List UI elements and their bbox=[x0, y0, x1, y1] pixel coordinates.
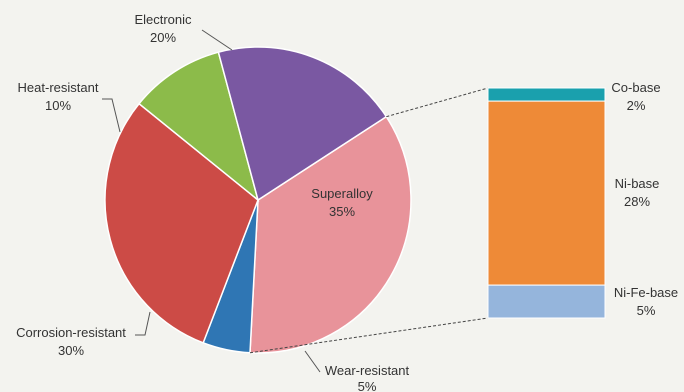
co-base-label: Co-base bbox=[611, 80, 660, 95]
bar-segment-ni-fe-base bbox=[487, 284, 606, 319]
ni-fe-base-label: Ni-Fe-base bbox=[614, 285, 678, 300]
electronic-label: Electronic bbox=[134, 12, 192, 27]
wear-resistant-label: Wear-resistant bbox=[325, 363, 410, 378]
breakdown-bar bbox=[487, 87, 606, 319]
connector-line-bottom bbox=[249, 317, 489, 354]
pie-slice-electronic bbox=[217, 46, 388, 202]
wear-resistant-value: 5% bbox=[358, 379, 377, 392]
pie-slice-superalloy bbox=[249, 115, 412, 354]
superalloy-label: Superalloy bbox=[311, 186, 373, 201]
heat-resistant-label: Heat-resistant bbox=[18, 80, 99, 95]
pie bbox=[104, 46, 412, 354]
electronic-leader-line bbox=[201, 29, 233, 51]
connector-line-top bbox=[386, 87, 489, 118]
superalloy-value: 35% bbox=[329, 204, 355, 219]
wear-resistant-leader-line bbox=[304, 350, 321, 373]
corrosion-resistant-value: 30% bbox=[58, 343, 84, 358]
labels: Electronic 20% Heat-resistant 10% Supera… bbox=[16, 12, 678, 392]
ni-base-label: Ni-base bbox=[615, 176, 660, 191]
ni-fe-base-value: 5% bbox=[637, 303, 656, 318]
heat-resistant-value: 10% bbox=[45, 98, 71, 113]
bar-segment-co-base bbox=[487, 87, 606, 102]
electronic-value: 20% bbox=[150, 30, 176, 45]
pie-slice-corrosion-resistant bbox=[104, 102, 259, 344]
ni-base-value: 28% bbox=[624, 194, 650, 209]
heat-resistant-leader-line bbox=[102, 98, 121, 133]
leader-lines bbox=[102, 29, 321, 373]
corrosion-resistant-leader-line bbox=[135, 311, 151, 336]
bar-segment-ni-base bbox=[487, 100, 606, 286]
co-base-value: 2% bbox=[627, 98, 646, 113]
corrosion-resistant-label: Corrosion-resistant bbox=[16, 325, 126, 340]
connector-lines bbox=[249, 87, 489, 354]
